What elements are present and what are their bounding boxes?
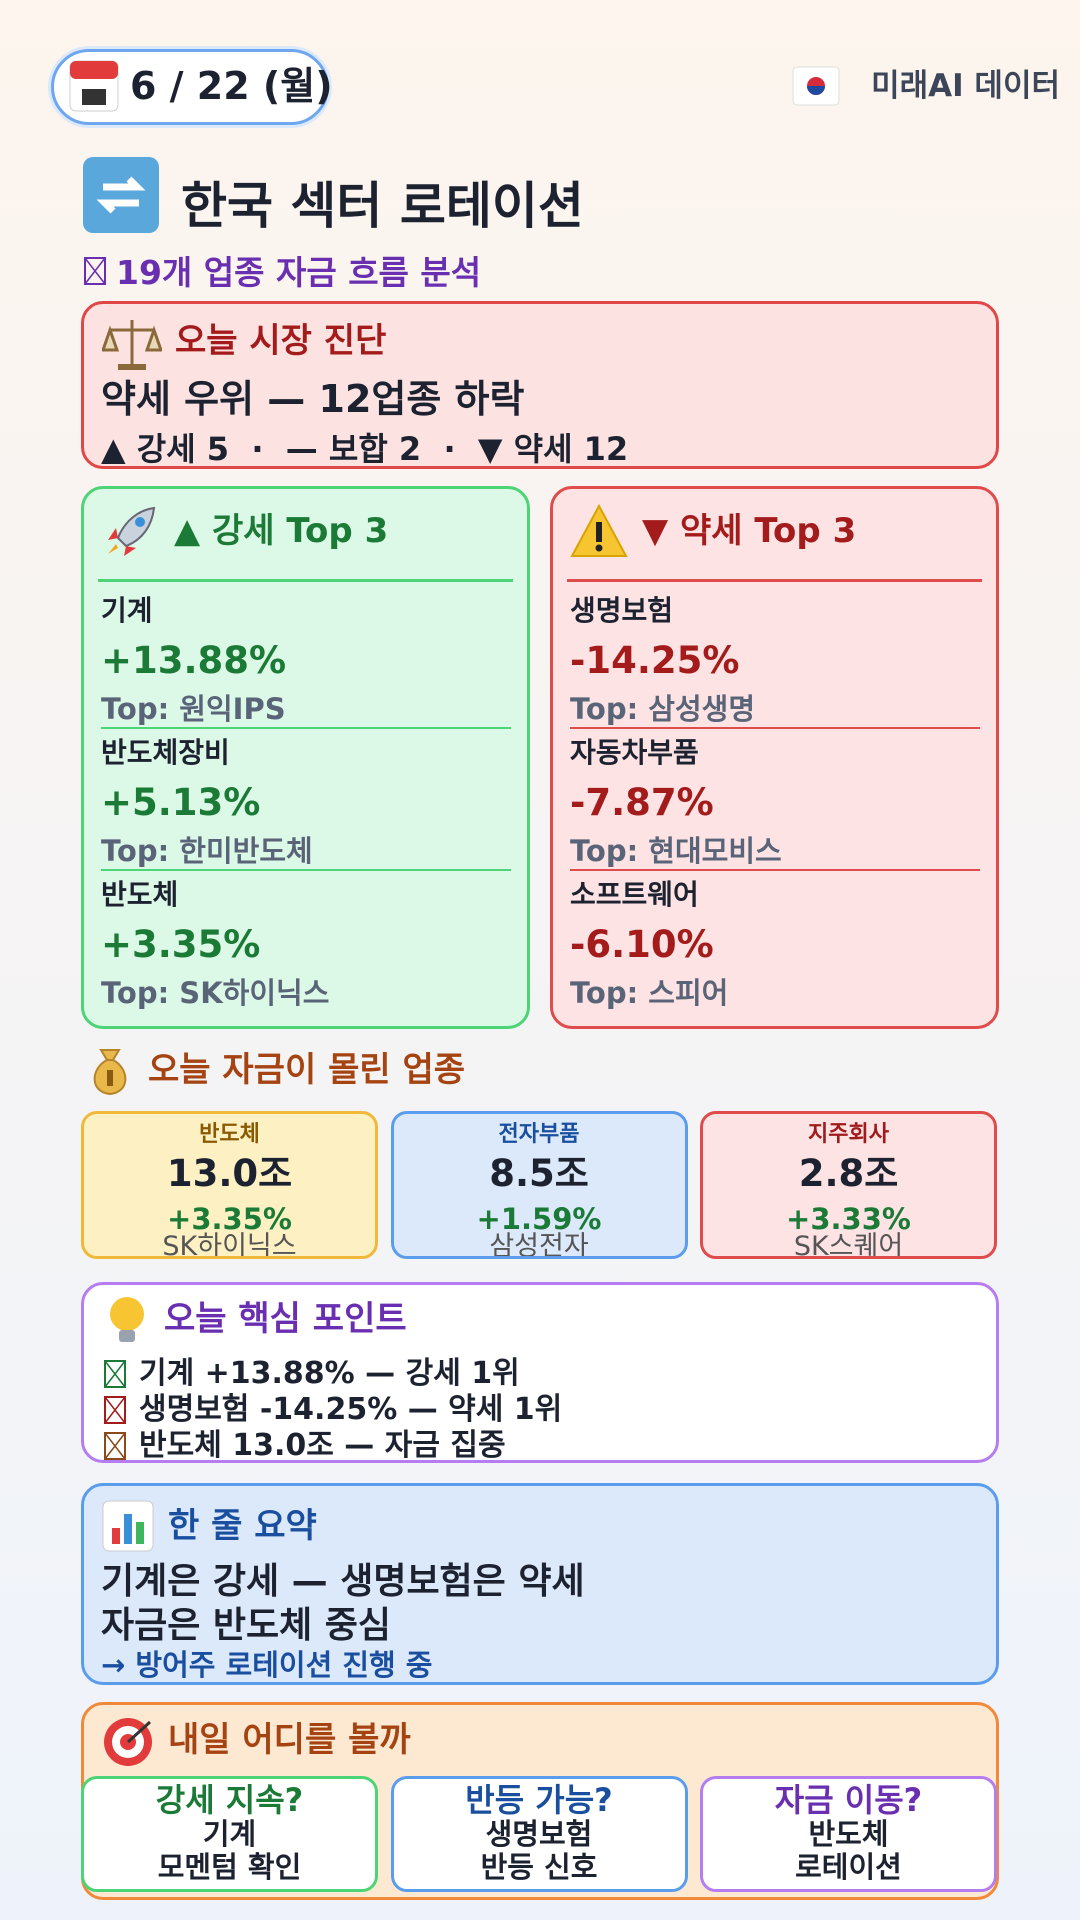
diagnosis-box [81,301,999,469]
sector-name: 기계 [101,594,153,627]
tomorrow-heading: 내일 어디를 볼까 [168,1720,411,1760]
card-question: 반등 가능? [465,1781,613,1819]
divider [98,579,513,582]
missing-glyph [104,1360,126,1388]
weak-box [550,486,999,1029]
card-amount: 2.8조 [798,1152,899,1195]
key-point: 생명보험 -14.25% — 약세 1위 [139,1392,563,1427]
card-stock: 삼성전자 [489,1232,589,1256]
sector-change: -7.87% [570,781,714,824]
summary-line: 기계은 강세 — 생명보험은 약세 [101,1561,585,1602]
money-card [390,1111,688,1259]
key-points-heading: 오늘 핵심 포인트 [164,1299,407,1339]
tomorrow-card [81,1776,378,1892]
missing-glyph [104,1396,126,1424]
card-change: +3.35% [167,1202,292,1236]
card-question: 강세 지속? [155,1781,304,1819]
rocket-icon [108,506,156,556]
sector-name: 생명보험 [570,594,674,627]
diagnosis-heading: 오늘 시장 진단 [175,321,387,361]
card-line: 기계 [202,1817,257,1851]
separator [570,869,980,871]
card-line: 반등 신호 [480,1850,598,1884]
tomorrow-card [700,1776,997,1892]
card-sector: 지주회사 [808,1122,889,1147]
strong-heading: ▲ 강세 Top 3 [174,511,389,551]
card-change: +1.59% [476,1202,602,1236]
target-icon [104,1718,152,1766]
sector-name: 자동차부품 [570,736,699,769]
sector-change: +3.35% [101,923,261,966]
card-question: 자금 이동? [774,1781,923,1819]
separator [570,727,980,729]
card-line: 생명보험 [485,1817,593,1851]
title: 한국 섹터 로테이션 [181,177,584,235]
card-line: 로테이션 [795,1850,902,1884]
separator [101,869,511,871]
warning-icon [570,503,628,557]
strong-box [81,486,530,1029]
diagnosis-headline: 약세 우위 — 12업종 하락 [101,377,525,421]
card-stock: SK하이닉스 [162,1232,297,1256]
top-stock: Top: SK하이닉스 [101,976,330,1010]
scales-icon [102,320,162,370]
summary-heading: 한 줄 요약 [168,1506,317,1546]
summary-line: 자금은 반도체 중심 [101,1605,392,1646]
top-stock: Top: 삼성생명 [570,692,756,726]
sector-change: +13.88% [101,639,287,682]
flag-icon [792,66,840,106]
bulb-icon [110,1297,144,1342]
card-sector: 반도체 [199,1122,260,1147]
summary-box [81,1483,999,1685]
key-point: 반도체 13.0조 — 자금 집중 [139,1428,506,1463]
tomorrow-card [390,1776,688,1892]
rotation-icon [83,157,159,233]
sector-name: 반도체장비 [101,736,230,769]
top-stock: Top: 스피어 [570,976,729,1010]
calendar-icon [69,60,119,112]
card-sector: 전자부품 [498,1122,580,1147]
money-card [81,1111,378,1259]
top-stock: Top: 현대모비스 [570,834,782,868]
key-points-box [81,1282,999,1463]
chart-icon [102,1500,154,1552]
date: 6 / 22 (월) [130,64,333,108]
missing-glyph [84,257,106,285]
summary-note: → 방어주 로테이션 진행 중 [101,1648,433,1682]
sector-name: 반도체 [101,878,179,911]
brand: 미래AI 데이터 [871,68,1060,104]
sector-change: +5.13% [101,781,261,824]
top-stock: Top: 한미반도체 [101,834,313,868]
separator [101,727,511,729]
sector-change: -14.25% [570,639,740,682]
sector-change: -6.10% [570,923,714,966]
money-heading: 오늘 자금이 몰린 업종 [148,1050,466,1090]
card-line: 모멘텀 확인 [157,1850,302,1884]
weak-heading: ▼ 약세 Top 3 [642,511,857,551]
card-change: +3.33% [786,1202,911,1236]
card-line: 반도체 [808,1817,889,1851]
key-point: 기계 +13.88% — 강세 1위 [139,1356,520,1391]
card-amount: 13.0조 [166,1152,293,1195]
money-bag-icon [93,1049,127,1096]
diagnosis-stats: ▲ 강세 5 · — 보합 2 · ▼ 약세 12 [101,430,629,468]
divider [567,579,982,582]
subtitle: 19개 업종 자금 흐름 분석 [116,253,482,292]
card-stock: SK스퀘어 [793,1232,904,1256]
top-stock: Top: 원익IPS [101,692,286,726]
card-amount: 8.5조 [489,1152,589,1195]
sector-name: 소프트웨어 [570,878,699,911]
money-card [700,1111,997,1259]
missing-glyph [104,1432,126,1460]
